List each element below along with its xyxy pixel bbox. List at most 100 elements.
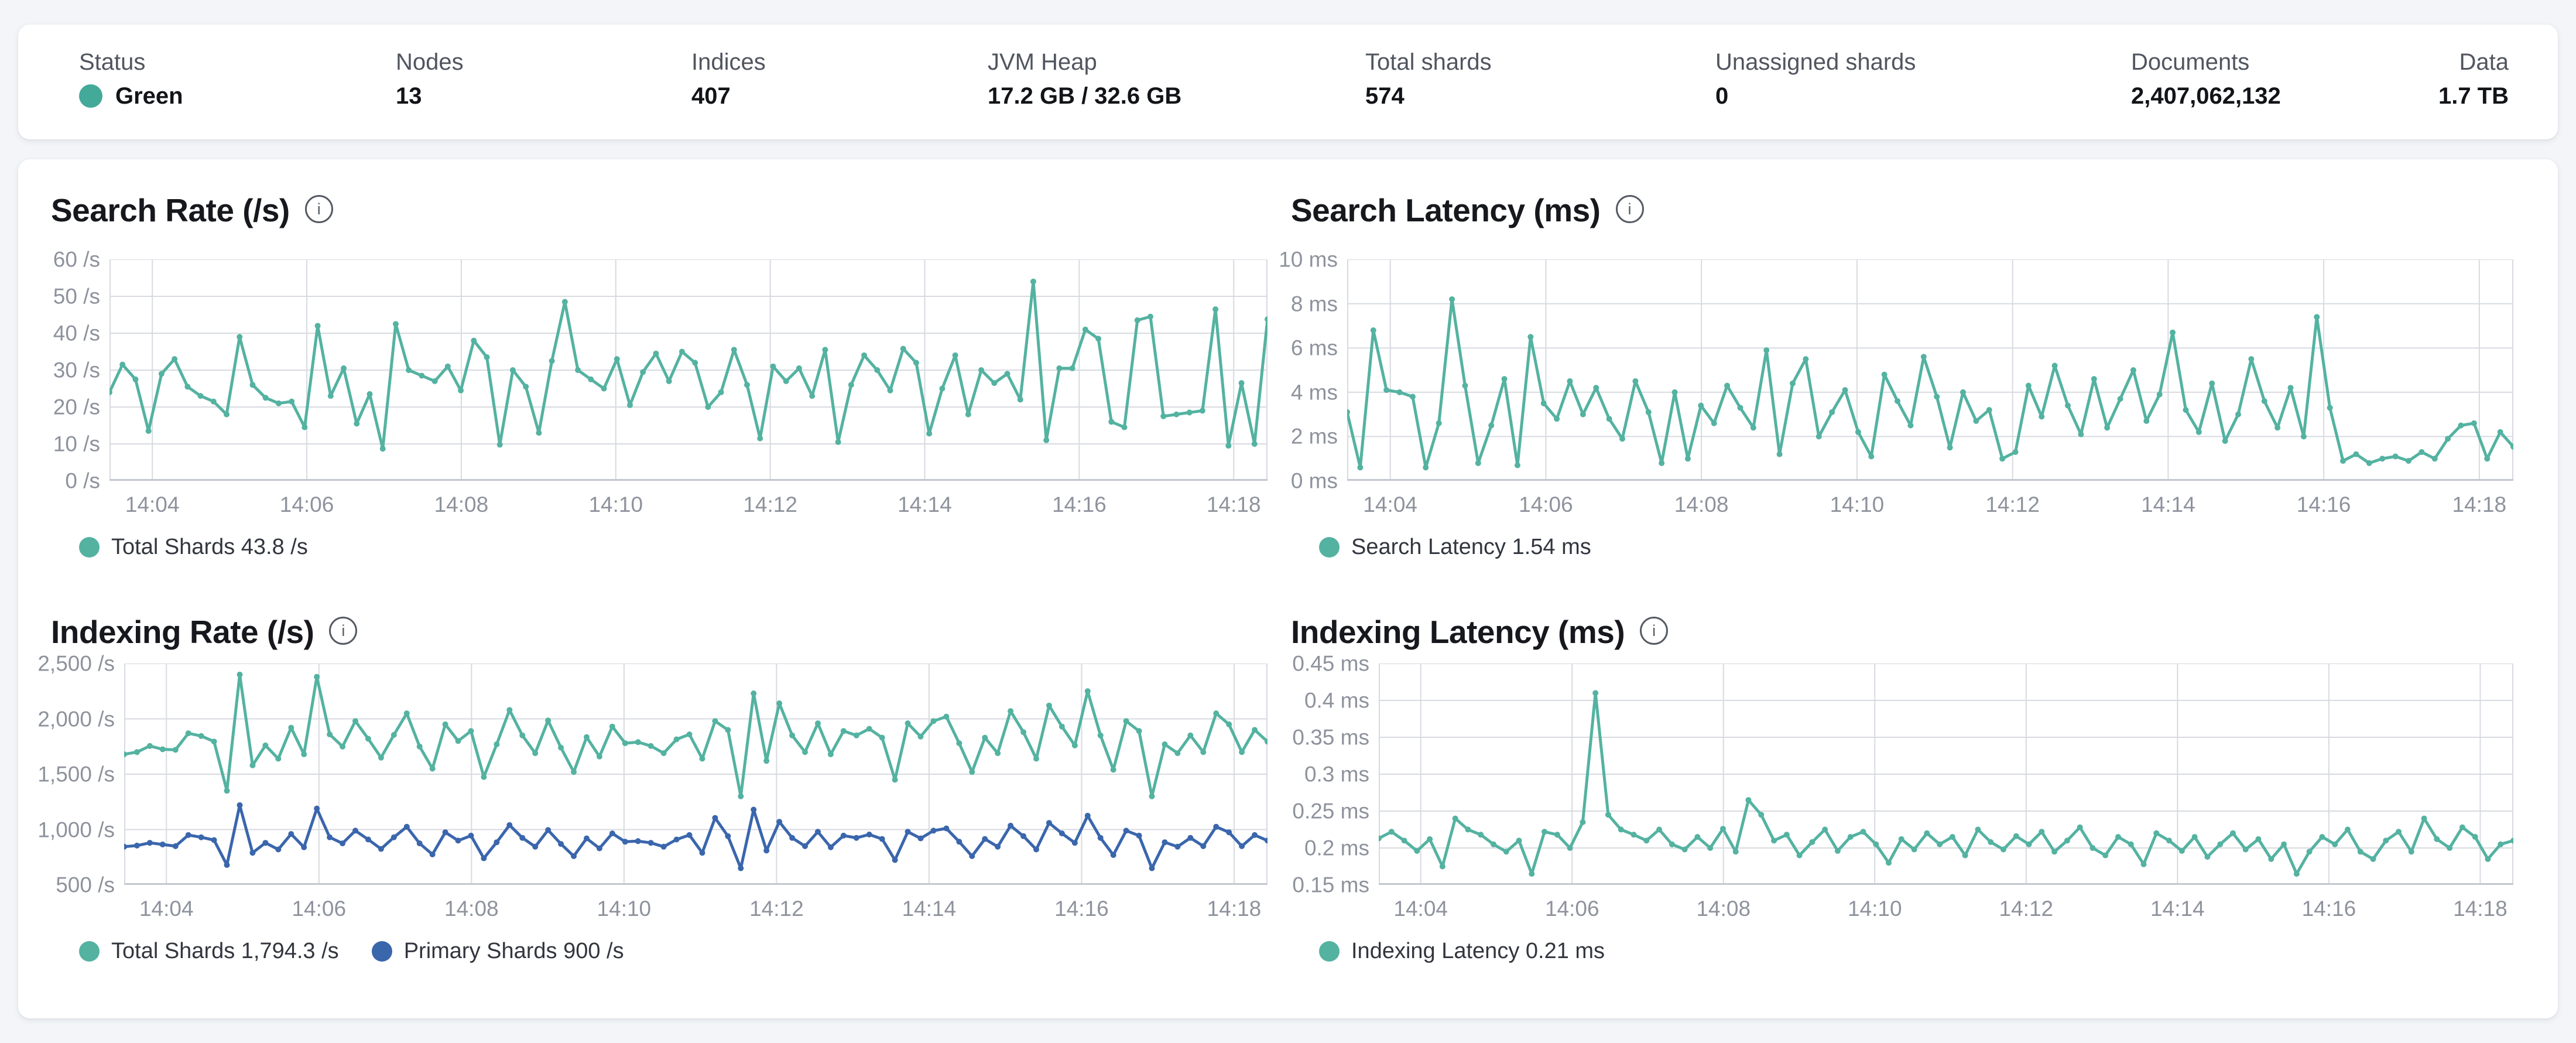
status-health-dot: [79, 84, 102, 108]
chart-canvas[interactable]: [1347, 259, 2513, 481]
x-axis-label: 14:08: [444, 897, 499, 921]
legend-label: Total Shards 43.8 /s: [111, 535, 308, 559]
charts-card: Search Rate (/s) i 60 /s 50 /s 40 /s 30 /s 2…: [18, 159, 2558, 1018]
stat-value: 407: [691, 83, 731, 109]
chart-legend: Search Latency 1.54 ms: [1319, 535, 2513, 560]
info-icon[interactable]: i: [304, 195, 333, 223]
legend-label: Primary Shards 900 /s: [403, 939, 624, 963]
x-axis-label: 14:06: [1544, 897, 1599, 921]
stat-value: 0: [1715, 83, 1729, 109]
x-axis: 14:04 14:06 14:08 14:10 14:12 14:14 14:16 14:18: [109, 489, 1268, 519]
x-axis-label: 14:16: [2296, 493, 2351, 517]
y-axis-label: 50 /s: [53, 284, 100, 309]
y-axis-label: 0.15 ms: [1292, 873, 1369, 897]
x-axis-label: 14:18: [1207, 897, 1262, 921]
y-axis-label: 2,500 /s: [37, 651, 115, 676]
legend-label: Total Shards 1,794.3 /s: [111, 939, 339, 963]
x-axis-label: 14:04: [1363, 493, 1417, 517]
y-axis: 0.45 ms 0.4 ms 0.35 ms 0.3 ms 0.25 ms 0.2 ms 0…: [1291, 653, 1379, 896]
stat-value: Green: [115, 83, 183, 109]
x-axis-label: 14:18: [2452, 493, 2507, 517]
y-axis-label: 1,000 /s: [37, 818, 115, 842]
chart-canvas[interactable]: [109, 259, 1268, 481]
legend-label: Search Latency 1.54 ms: [1351, 535, 1591, 559]
x-axis-label: 14:14: [902, 897, 957, 921]
x-axis-label: 14:04: [1393, 897, 1448, 921]
x-axis-label: 14:06: [279, 493, 334, 517]
x-axis-label: 14:10: [1830, 493, 1885, 517]
chart-title: Search Latency (ms): [1291, 192, 1601, 228]
y-axis-label: 40 /s: [53, 321, 100, 346]
chart-canvas[interactable]: [124, 664, 1268, 885]
legend-item[interactable]: Total Shards 1,794.3 /s: [79, 939, 339, 964]
chart-canvas[interactable]: [1379, 664, 2513, 885]
legend-item[interactable]: Search Latency 1.54 ms: [1319, 535, 1591, 560]
info-icon[interactable]: i: [329, 617, 358, 645]
legend-swatch-icon: [79, 537, 100, 558]
x-axis-label: 14:08: [1696, 897, 1751, 921]
y-axis-label: 2,000 /s: [37, 707, 115, 731]
stat-total-shards: Total shards 574: [1365, 50, 1492, 108]
x-axis: 14:04 14:06 14:08 14:10 14:12 14:14 14:16 14:18: [124, 893, 1268, 924]
info-icon[interactable]: i: [1640, 617, 1669, 645]
y-axis: 60 /s 50 /s 40 /s 30 /s 20 /s 10 /s 0 /s: [51, 249, 109, 492]
x-axis: 14:04 14:06 14:08 14:10 14:12 14:14 14:16 14:18: [1347, 489, 2513, 519]
legend-item[interactable]: Indexing Latency 0.21 ms: [1319, 939, 1605, 964]
y-axis-label: 6 ms: [1290, 336, 1338, 360]
y-axis: 10 ms 8 ms 6 ms 4 ms 2 ms 0 ms: [1279, 249, 1347, 492]
stat-unassigned-shards: Unassigned shards 0: [1715, 50, 1916, 108]
x-axis-label: 14:14: [898, 493, 952, 517]
stat-data: Data 1.7 TB: [2438, 50, 2509, 108]
chart-legend: Total Shards 43.8 /s: [79, 535, 1268, 560]
x-axis-label: 14:18: [1206, 493, 1261, 517]
y-axis-label: 0.3 ms: [1304, 762, 1369, 786]
x-axis-label: 14:12: [1999, 897, 2054, 921]
x-axis-label: 14:04: [139, 897, 194, 921]
legend-item[interactable]: Primary Shards 900 /s: [371, 939, 624, 964]
x-axis-label: 14:12: [743, 493, 797, 517]
chart-title: Indexing Rate (/s): [51, 614, 314, 650]
stat-label: JVM Heap: [988, 49, 1097, 75]
y-axis-label: 8 ms: [1290, 292, 1338, 316]
legend-label: Indexing Latency 0.21 ms: [1351, 939, 1605, 963]
y-axis-label: 0.35 ms: [1292, 725, 1369, 750]
stat-indices: Indices 407: [691, 50, 766, 108]
y-axis-label: 2 ms: [1290, 424, 1338, 449]
legend-swatch-icon: [79, 941, 100, 962]
stat-label: Data: [2459, 49, 2509, 75]
legend-item[interactable]: Total Shards 43.8 /s: [79, 535, 308, 560]
y-axis-label: 20 /s: [53, 395, 100, 419]
y-axis-label: 0.25 ms: [1292, 799, 1369, 823]
stat-value: 13: [396, 83, 422, 109]
y-axis-label: 4 ms: [1290, 380, 1338, 405]
legend-swatch-icon: [371, 941, 392, 962]
y-axis-label: 0.45 ms: [1292, 651, 1369, 676]
info-icon[interactable]: i: [1615, 195, 1644, 223]
x-axis-label: 14:10: [588, 493, 643, 517]
x-axis-label: 14:10: [597, 897, 652, 921]
x-axis-label: 14:16: [2301, 897, 2356, 921]
chart-title: Search Rate (/s): [51, 192, 290, 228]
stat-nodes: Nodes 13: [396, 50, 464, 108]
x-axis-label: 14:08: [434, 493, 489, 517]
y-axis-label: 0 /s: [65, 469, 100, 493]
legend-swatch-icon: [1319, 537, 1340, 558]
stat-label: Nodes: [396, 49, 464, 75]
stat-documents: Documents 2,407,062,132: [2131, 50, 2281, 108]
y-axis-label: 0.4 ms: [1304, 688, 1369, 713]
x-axis-label: 14:14: [2141, 493, 2195, 517]
stat-status: Status Green: [79, 50, 183, 108]
stat-label: Indices: [691, 49, 766, 75]
x-axis-label: 14:08: [1674, 493, 1729, 517]
stat-value: 17.2 GB / 32.6 GB: [988, 83, 1182, 109]
x-axis-label: 14:14: [2150, 897, 2205, 921]
stat-label: Unassigned shards: [1715, 49, 1916, 75]
chart-legend: Total Shards 1,794.3 /s Primary Shards 90…: [79, 939, 1268, 964]
chart-title: Indexing Latency (ms): [1291, 614, 1625, 650]
legend-swatch-icon: [1319, 941, 1340, 962]
stat-label: Documents: [2131, 49, 2250, 75]
stat-jvm-heap: JVM Heap 17.2 GB / 32.6 GB: [988, 50, 1181, 108]
y-axis: 2,500 /s 2,000 /s 1,500 /s 1,000 /s 500 /s: [37, 653, 124, 896]
y-axis-label: 60 /s: [53, 247, 100, 272]
y-axis-label: 0 ms: [1290, 469, 1338, 493]
